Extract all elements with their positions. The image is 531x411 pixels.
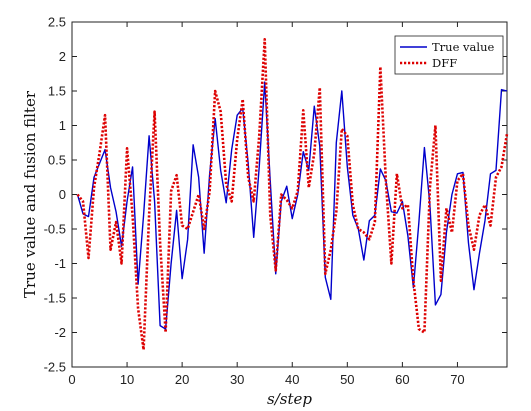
y-tick-label: -1 [54, 256, 66, 271]
y-tick-label: -1.5 [44, 291, 66, 306]
x-tick-label: 50 [340, 372, 354, 387]
x-tick-label: 0 [68, 372, 75, 387]
y-tick-label: 2.5 [48, 15, 66, 30]
y-tick-label: -2.5 [44, 360, 66, 375]
y-tick-label: 1.5 [48, 84, 66, 99]
legend-box [394, 35, 504, 75]
x-tick-label: 30 [230, 372, 244, 387]
y-tick-label: -0.5 [44, 222, 66, 237]
y-tick-label: 0.5 [48, 153, 66, 168]
series-line-true-value [76, 81, 508, 330]
y-axis-label: True value and fusion filter [21, 90, 39, 298]
legend-entry-label: DFF [432, 56, 457, 70]
y-tick-label: -2 [54, 325, 66, 340]
axes: 0 10 20 30 40 50 60 70 -2.5 -2 -1.5 -1 -0.5 0 0.5 1 1.5 2… [44, 15, 508, 387]
y-tick-label: 0 [59, 187, 66, 202]
legend: True value DFF [394, 35, 504, 75]
series-layer [76, 37, 509, 352]
x-axis-label: s/step [267, 390, 312, 408]
x-tick-label: 70 [450, 372, 464, 387]
y-tick-label: 2 [59, 49, 66, 64]
legend-entry-label: True value [432, 40, 494, 54]
x-tick-label: 10 [120, 372, 134, 387]
x-tick-label: 20 [175, 372, 189, 387]
x-tick-label: 40 [285, 372, 299, 387]
x-tick-label: 60 [395, 372, 409, 387]
series-line-dff [76, 37, 509, 352]
y-tick-label: 1 [59, 118, 66, 133]
